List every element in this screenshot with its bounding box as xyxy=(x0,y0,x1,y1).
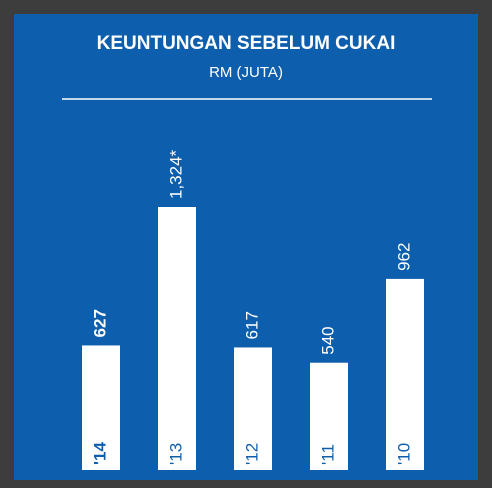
value-label: 540 xyxy=(318,326,337,354)
bar xyxy=(82,345,120,470)
bar xyxy=(158,207,196,470)
chart-title: KEUNTUNGAN SEBELUM CUKAI xyxy=(97,33,396,54)
value-label: 627 xyxy=(90,309,109,337)
bar xyxy=(310,362,348,470)
value-label: 1,324* xyxy=(166,149,185,199)
value-label: 962 xyxy=(394,243,413,271)
x-tick-label: '12 xyxy=(242,443,261,465)
x-tick-label: '14 xyxy=(90,442,109,465)
chart-subtitle: RM (JUTA) xyxy=(209,64,283,81)
x-tick-label: '13 xyxy=(166,443,185,465)
x-tick-label: '11 xyxy=(318,444,337,465)
value-label: 617 xyxy=(242,311,261,339)
bar xyxy=(386,278,424,470)
bar xyxy=(234,347,272,470)
x-tick-label: '10 xyxy=(394,443,413,465)
